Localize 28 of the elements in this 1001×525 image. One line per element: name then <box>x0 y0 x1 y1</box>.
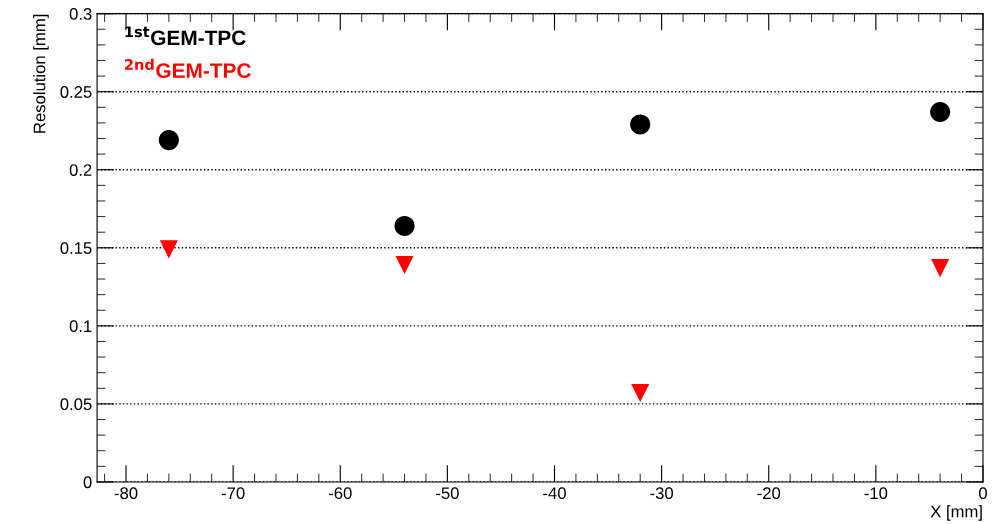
x-tick-label: -50 <box>436 487 459 500</box>
point <box>631 383 650 403</box>
point <box>930 101 951 123</box>
x-tick-label: -80 <box>114 487 138 500</box>
legend-label: $^{1st}$GEM-TPC <box>125 26 246 46</box>
y-axis-title: Resolution [mm] <box>33 14 49 133</box>
x-tick-label: -40 <box>543 487 566 500</box>
y-tick-label: 0.05 <box>60 398 92 411</box>
x-tick-label: -10 <box>864 487 888 500</box>
point <box>159 240 178 259</box>
x-axis-title: X [mm] <box>930 505 982 521</box>
y-tick-label: 0.1 <box>69 320 92 333</box>
y-tick-label: 0.3 <box>69 8 92 20</box>
x-tick-label: -60 <box>328 487 352 500</box>
y-tick-label: 0.2 <box>69 164 92 176</box>
point <box>931 259 950 278</box>
point <box>395 255 414 275</box>
text: $^{2nd}$GEM-TPC <box>125 58 251 79</box>
point <box>630 114 651 135</box>
x-tick-label: -30 <box>650 487 674 500</box>
y-tick-label: 0.25 <box>60 86 92 98</box>
point <box>394 215 415 237</box>
x-tick-label: -20 <box>757 487 781 500</box>
y-tick-label: 0.15 <box>60 242 92 254</box>
x-tick-label: -70 <box>221 487 245 500</box>
y-tick-label: 0 <box>83 476 92 489</box>
point <box>158 130 179 151</box>
x-tick-label: 0 <box>979 487 987 500</box>
